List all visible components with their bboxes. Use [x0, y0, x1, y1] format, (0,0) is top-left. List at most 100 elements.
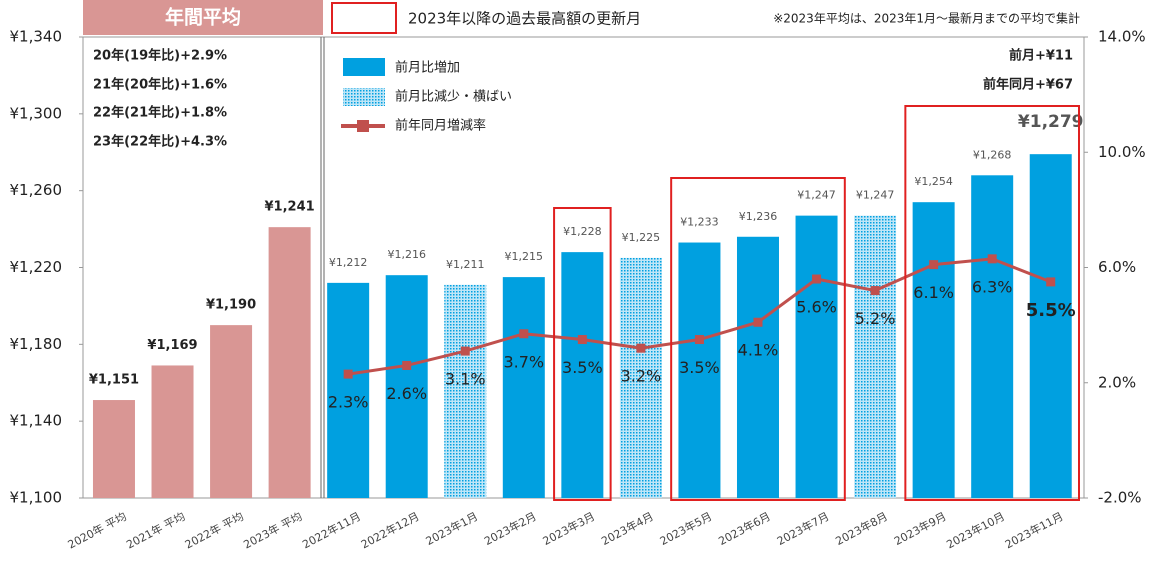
annotation: 23年(22年比)+4.3%: [93, 134, 227, 150]
header-box: [83, 0, 323, 35]
bar: [1029, 154, 1072, 498]
line-marker: [519, 329, 529, 339]
bar: [502, 277, 545, 498]
bar: [92, 400, 135, 498]
annotation: 21年(20年比)+1.6%: [93, 77, 227, 93]
header-title: 年間平均: [165, 6, 241, 29]
x-tick-label: 2023年11月: [1002, 509, 1065, 551]
annotation: 20年(19年比)+2.9%: [93, 48, 227, 64]
value-label: ¥1,247: [797, 189, 836, 202]
line-marker: [636, 343, 646, 353]
value-label: ¥1,233: [680, 216, 719, 229]
x-tick-label: 2022年11月: [300, 509, 363, 551]
legend-label: 前月比増加: [395, 60, 460, 76]
y-tick-label: ¥1,180: [10, 335, 63, 353]
y-tick-label: ¥1,140: [10, 412, 63, 430]
value-label: ¥1,254: [914, 175, 953, 188]
x-tick-label: 2023年5月: [657, 509, 714, 548]
value-label: 3.2%: [621, 367, 662, 386]
value-label: ¥1,212: [329, 256, 368, 269]
line-marker: [460, 346, 470, 356]
x-tick-label: 2023年10月: [944, 509, 1007, 551]
value-label: ¥1,268: [973, 148, 1012, 161]
x-tick-label: 2023年3月: [540, 509, 597, 548]
value-label: ¥1,247: [856, 189, 895, 202]
bar: [912, 202, 955, 499]
value-label: 2.6%: [386, 384, 427, 403]
value-label: ¥1,151: [89, 373, 139, 388]
bar: [795, 215, 838, 498]
x-tick-label: 2023年9月: [892, 509, 949, 548]
x-tick-label: 2020年 平均: [65, 509, 129, 552]
value-label: ¥1,279: [1018, 112, 1084, 132]
legend-swatch: [343, 88, 385, 106]
x-tick-label: 2023年6月: [716, 509, 773, 548]
y-tick-label: ¥1,220: [10, 258, 63, 276]
value-label: 3.5%: [562, 358, 603, 377]
legend-label: 前月比減少・横ばい: [395, 89, 512, 105]
line-marker: [402, 360, 412, 370]
bar: [561, 252, 604, 498]
value-label: 5.6%: [796, 298, 837, 317]
x-tick-label: 2023年 平均: [241, 509, 305, 552]
line-marker: [812, 274, 822, 284]
bar: [268, 227, 311, 498]
x-tick-label: 2021年 平均: [124, 509, 188, 552]
y2-tick-label: 14.0%: [1098, 28, 1146, 46]
value-label: 5.5%: [1026, 300, 1076, 321]
bar: [210, 325, 253, 498]
line-marker: [929, 260, 939, 270]
value-label: ¥1,211: [446, 258, 485, 271]
value-label: 6.3%: [972, 277, 1013, 296]
highlight-frame: [553, 207, 612, 501]
annotation: ※2023年平均は、2023年1月～最新月までの平均で集計: [773, 11, 1080, 26]
bar: [444, 284, 487, 498]
bar: [385, 275, 428, 498]
y2-tick-label: 2.0%: [1098, 373, 1136, 391]
line-marker: [577, 335, 587, 345]
value-label: ¥1,236: [739, 210, 778, 223]
bar: [678, 242, 721, 498]
y2-tick-label: -2.0%: [1098, 489, 1142, 507]
value-label: 5.2%: [855, 309, 896, 328]
y-tick-label: ¥1,260: [10, 181, 63, 199]
value-label: 3.1%: [445, 370, 486, 389]
value-label: ¥1,228: [563, 225, 602, 238]
annotation: 22年(21年比)+1.8%: [93, 105, 227, 121]
legend-marker: [357, 120, 369, 132]
bar: [854, 215, 897, 498]
value-label: ¥1,169: [147, 338, 197, 353]
highlight-legend-box: [331, 2, 397, 34]
annotation: 前年同月+¥67: [983, 77, 1073, 93]
bar: [619, 257, 662, 498]
y2-tick-label: 6.0%: [1098, 258, 1136, 276]
y-tick-label: ¥1,100: [10, 489, 63, 507]
annotation: 2023年以降の過去最高額の更新月: [408, 10, 641, 28]
highlight-frame: [904, 105, 1080, 501]
value-label: ¥1,216: [387, 248, 426, 261]
value-label: 2.3%: [328, 393, 369, 412]
x-tick-label: 2022年12月: [358, 509, 421, 551]
x-tick-label: 2023年7月: [774, 509, 831, 548]
value-label: ¥1,225: [622, 231, 661, 244]
x-tick-label: 2023年1月: [423, 509, 480, 548]
line-marker: [694, 335, 704, 345]
annotation: 前月+¥11: [1009, 48, 1073, 64]
x-tick-label: 2023年4月: [599, 509, 656, 548]
value-label: 4.1%: [738, 341, 779, 360]
line-marker: [1046, 277, 1056, 287]
line-marker: [987, 254, 997, 264]
value-label: 3.7%: [503, 352, 544, 371]
value-label: ¥1,190: [206, 298, 256, 313]
value-label: 6.1%: [913, 283, 954, 302]
line-marker: [753, 317, 763, 327]
bar: [736, 236, 779, 498]
value-label: 3.5%: [679, 358, 720, 377]
bar: [327, 282, 370, 498]
legend-swatch: [343, 58, 385, 76]
value-label: ¥1,215: [505, 250, 544, 263]
bar: [971, 175, 1014, 499]
legend-label: 前年同月増減率: [395, 118, 486, 134]
x-tick-label: 2023年8月: [833, 509, 890, 548]
